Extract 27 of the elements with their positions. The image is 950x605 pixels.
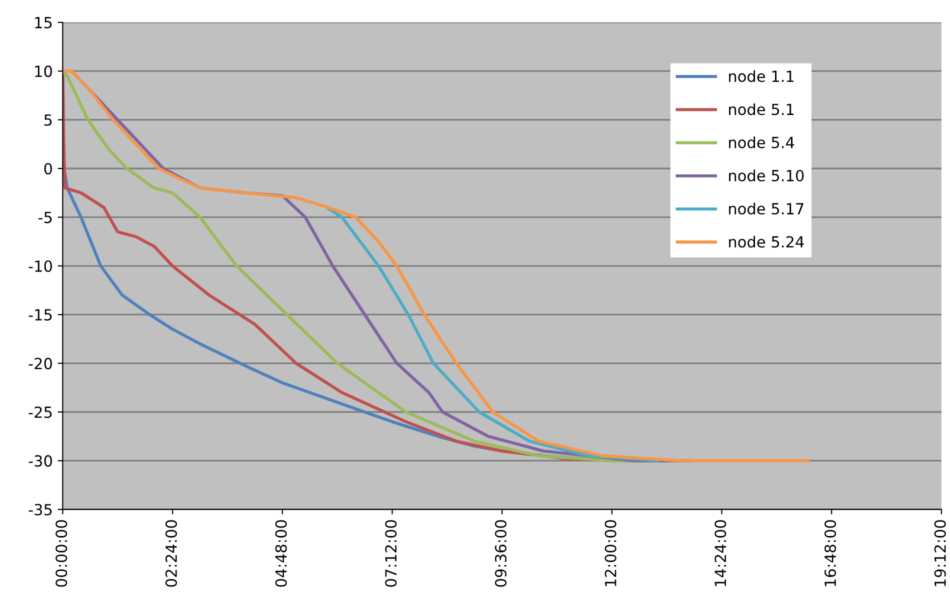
x-tick-label: 14:24:00 (714, 520, 726, 586)
x-tick-label: 09:36:00 (494, 520, 507, 587)
y-tick-label: 15 (35, 17, 52, 28)
y-tick-label: -5 (38, 212, 52, 224)
x-tick-label: 00:00:00 (56, 520, 68, 587)
legend-label: node 5.24 (729, 236, 804, 248)
y-tick-label: 5 (44, 114, 52, 126)
x-tick-label: 16:48:00 (824, 520, 836, 586)
y-tick-label: -15 (28, 309, 52, 321)
x-tick-label: 07:12:00 (385, 520, 397, 587)
x-tick-label: 04:48:00 (275, 520, 287, 587)
legend-label: node 1.1 (729, 70, 794, 82)
legend-label: node 5.1 (729, 103, 794, 116)
x-tick-label: 19:12:00 (934, 520, 946, 586)
y-tick-label: -35 (28, 504, 52, 516)
y-tick-label: -10 (28, 260, 52, 272)
line-series (62, 70, 810, 462)
legend-label: node 5.17 (729, 202, 804, 215)
y-tick-label: -25 (28, 406, 52, 418)
x-tick-label: 02:24:00 (165, 520, 177, 587)
y-tick-label: 10 (35, 66, 52, 78)
legend-label: node 5.10 (729, 170, 804, 182)
y-tick-label: -30 (28, 455, 52, 467)
y-tick-label: 0 (44, 162, 52, 175)
x-tick-label: 12:00:00 (604, 520, 616, 586)
y-tick-label: -20 (28, 358, 52, 370)
legend-label: node 5.4 (729, 136, 794, 148)
